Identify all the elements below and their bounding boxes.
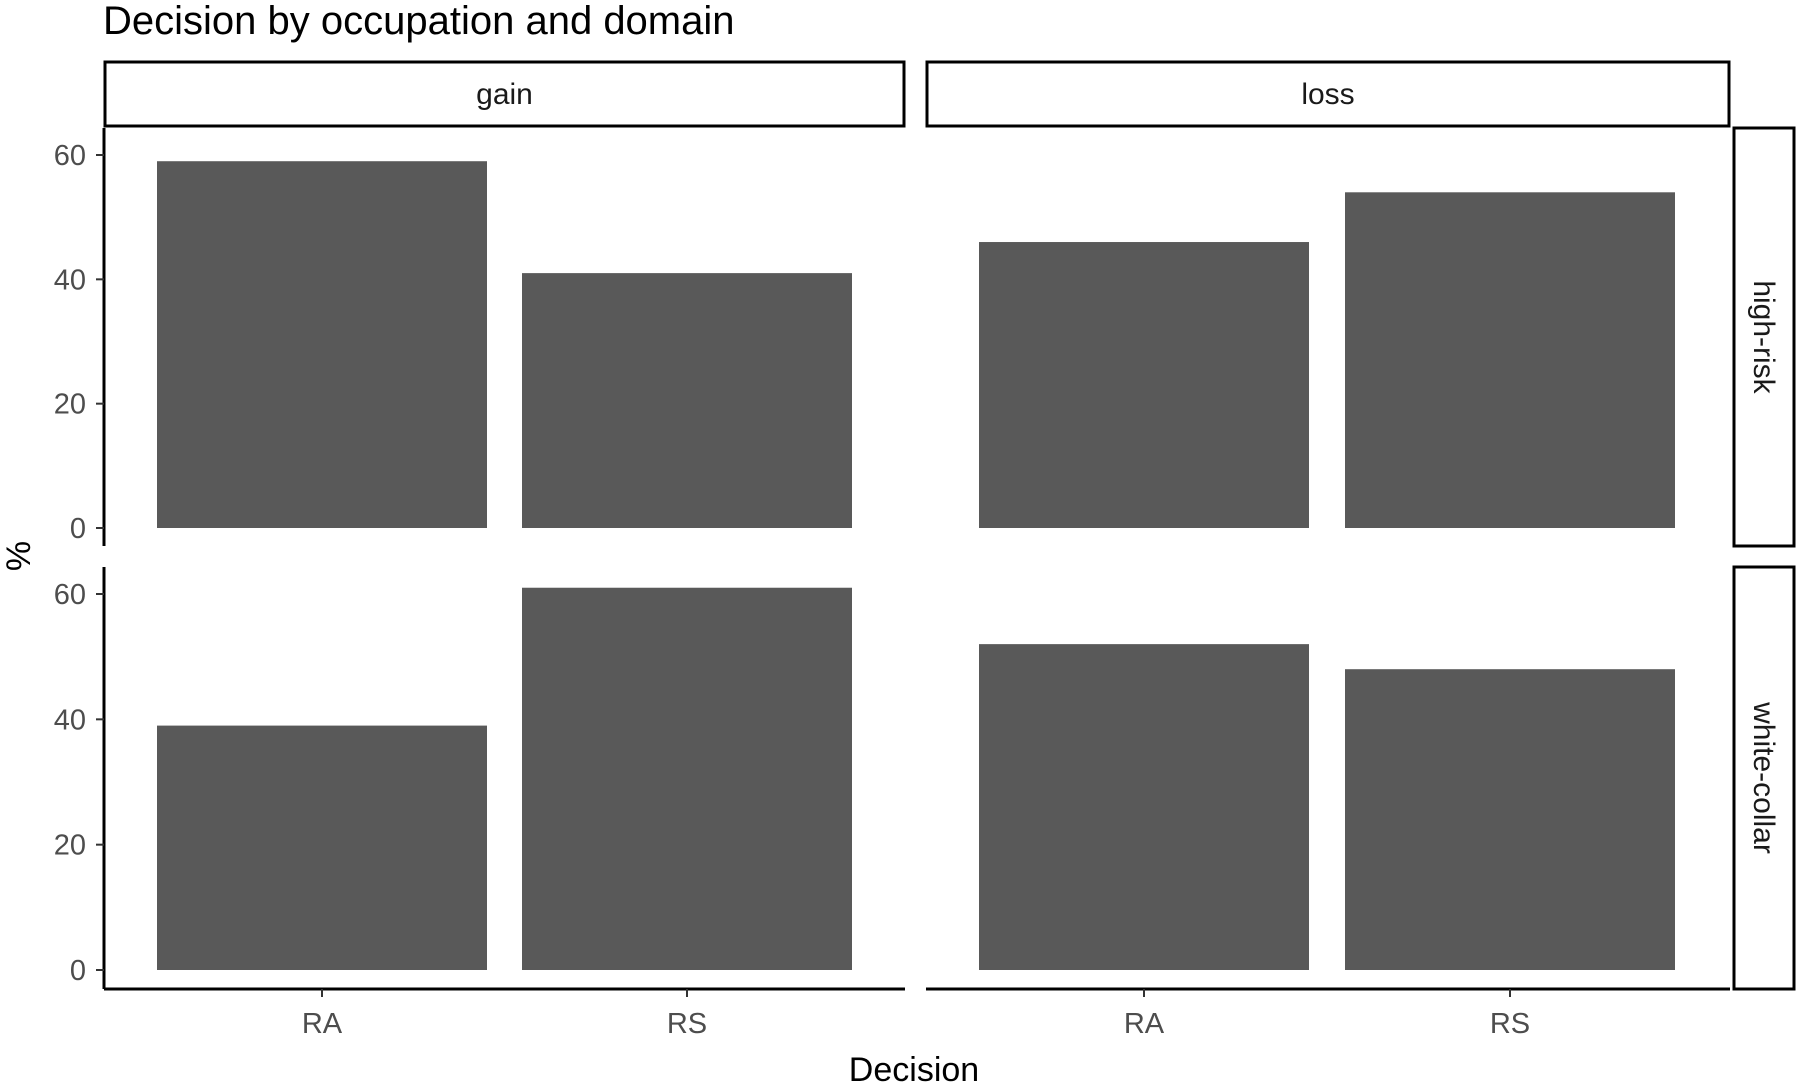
- panels-layer: gain loss high-risk white-collar 0 20 40 60 0 20 4…: [54, 60, 1796, 1040]
- bar-gain-white-collar-ra: [157, 725, 487, 970]
- bar-gain-high-risk-rs: [522, 273, 852, 528]
- x-tick-label-gain-rs: RS: [667, 1008, 707, 1040]
- chart-title: Decision by occupation and domain: [103, 0, 735, 43]
- strip-gain: [103, 60, 906, 128]
- y-tick-label-white-collar-60: 60: [54, 579, 86, 611]
- bar-gain-white-collar-rs: [522, 587, 852, 970]
- y-tick-label-high-risk-60: 60: [54, 140, 86, 172]
- strip-white-collar: [1732, 565, 1796, 991]
- bar-loss-white-collar-rs: [1345, 669, 1675, 970]
- strip-label-high-risk: high-risk: [1747, 280, 1780, 394]
- x-tick-label-loss-ra: RA: [1124, 1008, 1165, 1040]
- strip-label-white-collar: white-collar: [1747, 701, 1780, 854]
- strip-label-loss: loss: [1301, 78, 1354, 111]
- bar-loss-white-collar-ra: [979, 644, 1309, 970]
- bar-gain-high-risk-ra: [157, 161, 487, 528]
- y-tick-label-high-risk-0: 0: [70, 513, 86, 545]
- bar-loss-high-risk-ra: [979, 242, 1309, 529]
- bar-loss-high-risk-rs: [1345, 192, 1675, 529]
- x-tick-label-gain-ra: RA: [302, 1008, 343, 1040]
- x-axis-title: Decision: [849, 1051, 979, 1085]
- strip-label-gain: gain: [476, 78, 533, 111]
- y-tick-label-white-collar-20: 20: [54, 830, 86, 862]
- x-tick-label-loss-rs: RS: [1490, 1008, 1530, 1040]
- y-tick-label-white-collar-40: 40: [54, 704, 86, 736]
- y-tick-label-high-risk-20: 20: [54, 389, 86, 421]
- y-tick-label-high-risk-40: 40: [54, 264, 86, 296]
- y-tick-label-white-collar-0: 0: [70, 955, 86, 987]
- strip-loss: [925, 60, 1731, 128]
- y-axis-title: %: [0, 541, 38, 571]
- strip-high-risk: [1732, 126, 1796, 548]
